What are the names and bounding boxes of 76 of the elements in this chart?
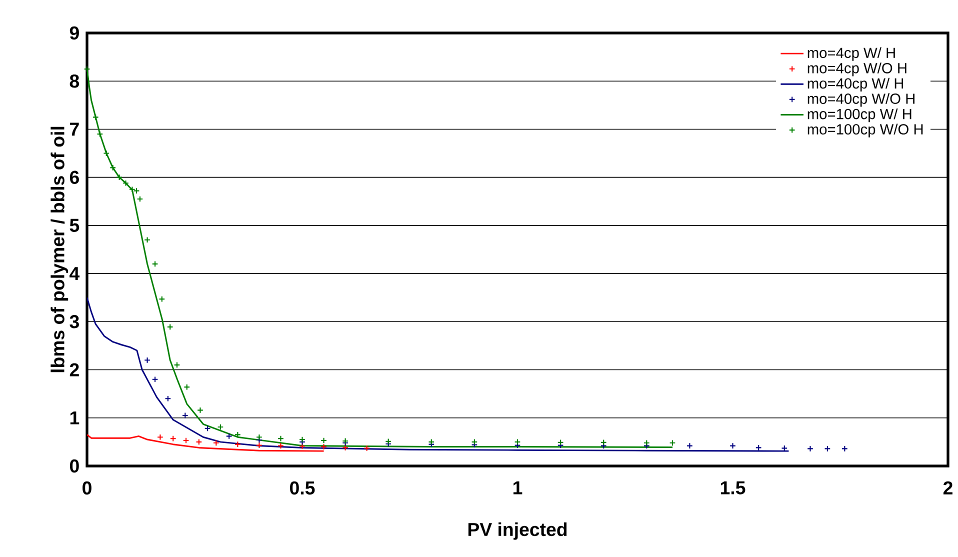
point [385,438,392,445]
point [170,435,176,442]
legend-label: mo=40cp W/ H [808,78,904,92]
point [600,439,607,446]
point [133,188,140,194]
point [212,440,220,446]
legend-label: mo=100cp W/ H [808,108,912,122]
point [807,445,814,452]
point [234,441,241,448]
point [174,362,180,368]
y-tick-label: 3 [70,315,79,328]
point [158,296,166,302]
point [514,438,521,446]
point [122,180,129,186]
point [278,435,284,442]
point [278,442,284,449]
point [152,376,158,383]
y-axis-title: lbms of polymer / bbls of oil [50,126,68,372]
point [342,444,349,451]
point [217,424,224,430]
point [299,436,306,443]
x-tick-label: 0.5 [290,481,315,495]
point [299,443,306,450]
y-tick-label: 8 [70,74,80,88]
point [116,174,122,181]
x-tick-label: 1.5 [720,481,746,494]
point [92,114,99,120]
y-tick-label: 5 [70,218,80,232]
point [166,324,174,330]
point [103,150,110,156]
legend-label: mo=100cp W/O H [808,124,923,138]
y-tick-label: 9 [70,26,79,40]
point [471,438,478,446]
x-axis-title: PV injected [468,522,567,540]
line-series [87,296,790,452]
y-tick-label: 0 [70,459,79,473]
point [196,438,202,446]
point [152,260,158,268]
point [514,442,521,449]
point [156,434,164,440]
point [781,444,788,452]
point [643,440,650,446]
point [110,164,116,171]
point [182,412,188,419]
point [730,442,736,449]
point [164,395,172,402]
point [144,236,150,244]
y-tick-label: 1 [70,411,80,424]
y-tick-label: 4 [70,267,80,280]
point [136,196,144,202]
point [197,406,204,414]
point [364,444,370,452]
point [686,442,693,449]
point [256,434,262,440]
legend-label: mo=40cp W/O H [808,93,914,107]
point [184,384,190,390]
point [96,130,104,138]
legend-label: mo=4cp W/ H [808,47,895,61]
point [144,356,150,364]
point [428,438,435,446]
y-tick-label: 6 [70,170,79,184]
point [182,437,190,444]
point [557,439,564,446]
x-tick-label: 0 [82,481,92,495]
y-tick-label: 2 [70,363,79,376]
x-tick-label: 2 [943,481,952,494]
y-tick-label: 7 [70,122,79,136]
point [226,432,232,440]
point [824,445,831,452]
point [204,425,211,432]
x-tick-label: 1 [513,481,522,494]
point [320,437,327,444]
point [755,444,762,451]
point [841,445,848,452]
legend-label: mo=4cp W/O H [808,62,906,76]
point [256,442,262,449]
